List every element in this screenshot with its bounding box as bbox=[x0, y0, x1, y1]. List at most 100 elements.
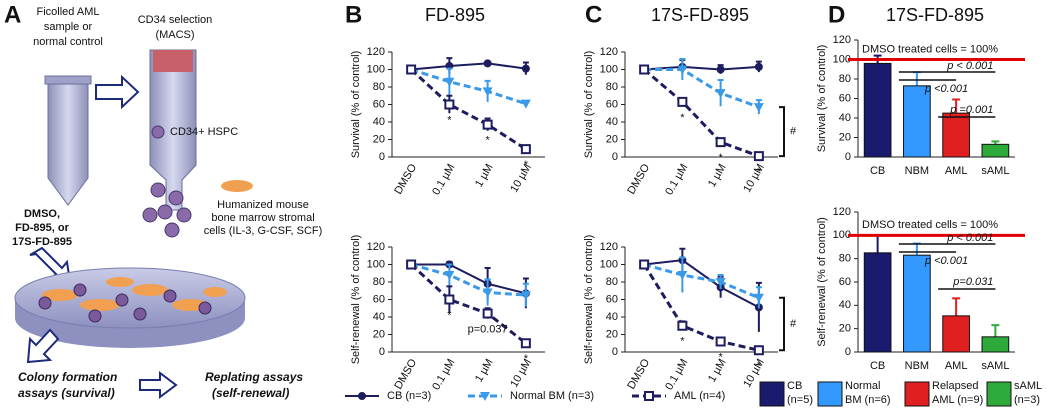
y-tick-label: 60 bbox=[839, 92, 851, 104]
bar bbox=[942, 315, 970, 353]
marker bbox=[444, 294, 455, 305]
stroma-label: Humanized mouse bone marrow stromal cells … bbox=[204, 199, 323, 237]
y-tick-label: 0 bbox=[612, 151, 618, 163]
x-tick-label: AML bbox=[945, 360, 968, 372]
marker bbox=[644, 391, 654, 401]
line: FD-895, or bbox=[15, 222, 70, 234]
marker bbox=[639, 259, 650, 270]
line: Replating assays bbox=[205, 370, 303, 384]
annotation: * bbox=[680, 336, 685, 348]
line: Humanized mouse bbox=[217, 199, 309, 211]
line: sample or bbox=[44, 21, 93, 33]
marker bbox=[715, 278, 726, 287]
legend-label: (n=5) bbox=[787, 394, 813, 406]
comparison-label: p=0.031 bbox=[952, 276, 993, 288]
annotation: * bbox=[757, 166, 762, 178]
x-tick-label: 10 µM bbox=[508, 357, 534, 390]
line: assays (survival) bbox=[18, 386, 115, 400]
comparison-label: p < 0.001 bbox=[946, 60, 993, 72]
dish bbox=[14, 267, 246, 329]
marker bbox=[715, 89, 726, 99]
dish-cells bbox=[38, 283, 212, 323]
marker bbox=[753, 345, 764, 356]
y-tick-label: 40 bbox=[606, 116, 618, 128]
marker bbox=[444, 271, 455, 280]
series-line bbox=[644, 65, 759, 71]
marker bbox=[406, 259, 417, 270]
x-tick-label: AML bbox=[945, 165, 968, 177]
annotation: * bbox=[524, 159, 529, 171]
legend-label: Normal bbox=[845, 380, 880, 392]
y-tick-label: 80 bbox=[839, 73, 851, 85]
y-tick-label: 20 bbox=[839, 323, 851, 335]
marker bbox=[677, 96, 688, 107]
y-tick-label: 100 bbox=[367, 258, 385, 270]
legend-swatch bbox=[986, 381, 1012, 407]
annotation: * bbox=[447, 114, 452, 126]
y-tick-label: 0 bbox=[612, 346, 618, 358]
line: CD34 selection bbox=[138, 14, 213, 26]
legend-label: AML (n=9) bbox=[932, 394, 983, 406]
annotation: * bbox=[447, 309, 452, 321]
bar bbox=[863, 62, 892, 158]
bar bbox=[981, 336, 1010, 353]
x-tick-label: 1 µM bbox=[706, 162, 729, 189]
bracket bbox=[779, 106, 785, 158]
series-line bbox=[644, 259, 760, 309]
series-line bbox=[642, 263, 760, 352]
y-axis-label: Self-renewal (% of control) bbox=[816, 217, 828, 347]
line: Ficolled AML bbox=[37, 6, 100, 18]
marker bbox=[482, 87, 493, 97]
bar bbox=[942, 112, 970, 158]
y-tick-label: 40 bbox=[839, 299, 851, 311]
marker bbox=[715, 137, 726, 148]
marker bbox=[444, 77, 455, 87]
marker bbox=[753, 293, 764, 303]
y-tick-label: 100 bbox=[600, 63, 618, 75]
y-tick-label: 40 bbox=[373, 116, 385, 128]
cells bbox=[142, 182, 192, 238]
x-tick-label: 0.1 µM bbox=[430, 357, 457, 392]
panel-label: C bbox=[585, 1, 602, 28]
annotation: * bbox=[485, 135, 490, 147]
hspc-label: CD34+ HSPC bbox=[170, 126, 238, 138]
y-tick-label: 120 bbox=[367, 46, 385, 58]
arrow bbox=[26, 328, 60, 364]
y-tick-label: 0 bbox=[845, 151, 851, 163]
y-tick-label: 60 bbox=[606, 293, 618, 305]
y-tick-label: 20 bbox=[373, 133, 385, 145]
chart-title: FD-895 bbox=[425, 5, 485, 25]
y-tick-label: 80 bbox=[373, 276, 385, 288]
stromal-cell bbox=[221, 180, 253, 192]
x-tick-label: 0.1 µM bbox=[430, 162, 457, 197]
marker bbox=[480, 392, 490, 401]
bar bbox=[863, 252, 892, 353]
marker bbox=[754, 62, 763, 71]
annotation: * bbox=[524, 353, 529, 365]
panel-label: A bbox=[4, 1, 21, 28]
chart-title: 17S-FD-895 bbox=[886, 5, 984, 25]
reference-label: DMSO treated cells = 100% bbox=[862, 219, 998, 231]
tube-cap bbox=[44, 75, 92, 85]
legend-label: Normal BM (n=3) bbox=[510, 390, 594, 402]
annotation: * bbox=[680, 112, 685, 124]
comparison-label: p < 0.001 bbox=[946, 232, 993, 244]
bracket bbox=[779, 296, 785, 352]
replating-label: Replating assays (self-renewal) bbox=[205, 370, 303, 400]
annotation: * bbox=[757, 360, 762, 372]
marker bbox=[482, 308, 493, 319]
y-tick-label: 100 bbox=[833, 229, 851, 241]
y-tick-label: 0 bbox=[845, 346, 851, 358]
legend-swatch bbox=[904, 381, 930, 407]
cell bbox=[151, 125, 165, 139]
annotation: * bbox=[718, 152, 723, 164]
bar bbox=[903, 85, 931, 158]
x-tick-label: CB bbox=[870, 360, 885, 372]
bar bbox=[903, 254, 931, 353]
series-line bbox=[410, 68, 527, 151]
marker bbox=[753, 103, 764, 113]
y-tick-label: 40 bbox=[373, 311, 385, 323]
marker bbox=[520, 144, 531, 155]
y-tick-label: 60 bbox=[373, 98, 385, 110]
